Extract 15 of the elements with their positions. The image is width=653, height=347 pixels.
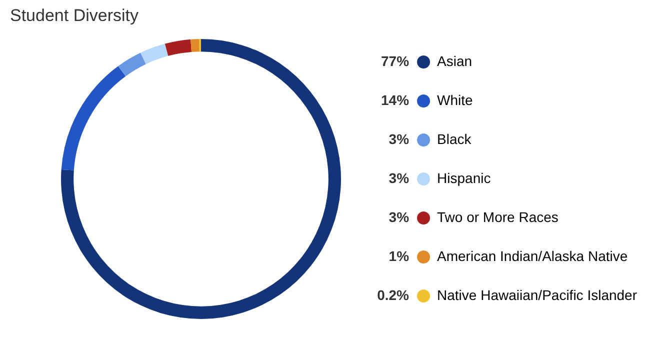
legend-label: Asian — [437, 52, 472, 69]
data-label: 3% — [388, 208, 410, 225]
data-label: 77% — [380, 52, 410, 69]
legend-label: Native Hawaiian/Pacific Islander — [437, 286, 638, 303]
data-label: 0.2% — [377, 286, 410, 303]
data-label: 1% — [388, 248, 410, 264]
chart-title: Student Diversity — [10, 6, 138, 26]
legend-label: Hispanic — [437, 170, 491, 186]
data-label: 3% — [388, 170, 410, 186]
data-label: 14% — [380, 92, 410, 108]
legend-label: American Indian/Alaska Native — [437, 248, 628, 264]
legend-label: White — [437, 92, 474, 108]
legend-label: Two or More Races — [437, 208, 558, 225]
data-label: 3% — [388, 130, 410, 147]
legend-label: Black — [437, 130, 472, 147]
